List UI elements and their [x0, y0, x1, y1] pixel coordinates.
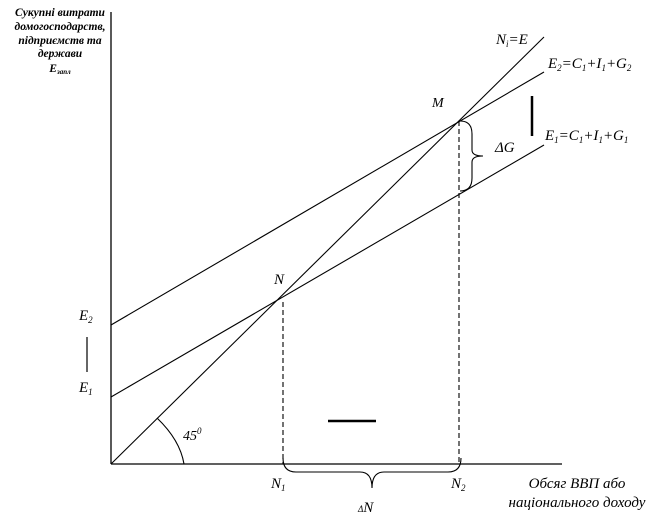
y-axis-label: Сукупні витрати домогосподарств, підприє… — [14, 7, 105, 76]
label-e2-equation: E2=C1+I1+G2 — [547, 56, 632, 73]
svg-text:Сукупні витрати: Сукупні витрати — [15, 7, 105, 19]
svg-text:Eзапл: Eзапл — [48, 63, 71, 76]
delta-n-label: ΔN — [357, 500, 374, 516]
y-tick-e1: E1 — [78, 380, 93, 397]
delta-g-brace — [459, 120, 484, 192]
point-m-label: M — [431, 96, 445, 111]
line-e2 — [110, 71, 545, 326]
y-tick-e2: E2 — [78, 308, 93, 325]
label-ni-e: Ni=E — [495, 32, 528, 49]
x-tick-n2: N2 — [450, 476, 466, 493]
delta-g-label: ΔG — [494, 140, 515, 156]
svg-text:домогосподарств,: домогосподарств, — [14, 21, 105, 33]
line-e1 — [110, 144, 545, 398]
x-tick-n1: N1 — [270, 476, 286, 493]
label-e1-equation: E1=C1+I1+G1 — [544, 128, 628, 145]
angle-label: 450 — [183, 426, 202, 444]
line-45-degree — [110, 36, 545, 465]
point-n-label: N — [273, 272, 285, 288]
svg-text:національного доходу: національного доходу — [509, 495, 646, 511]
svg-text:держави: держави — [38, 48, 83, 60]
delta-n-brace — [282, 457, 462, 489]
svg-text:підприємств та: підприємств та — [18, 35, 101, 47]
angle-arc — [156, 417, 185, 465]
x-axis-label: Обсяг ВВП або національного доходу — [509, 476, 646, 511]
svg-text:Обсяг ВВП або: Обсяг ВВП або — [529, 476, 626, 492]
